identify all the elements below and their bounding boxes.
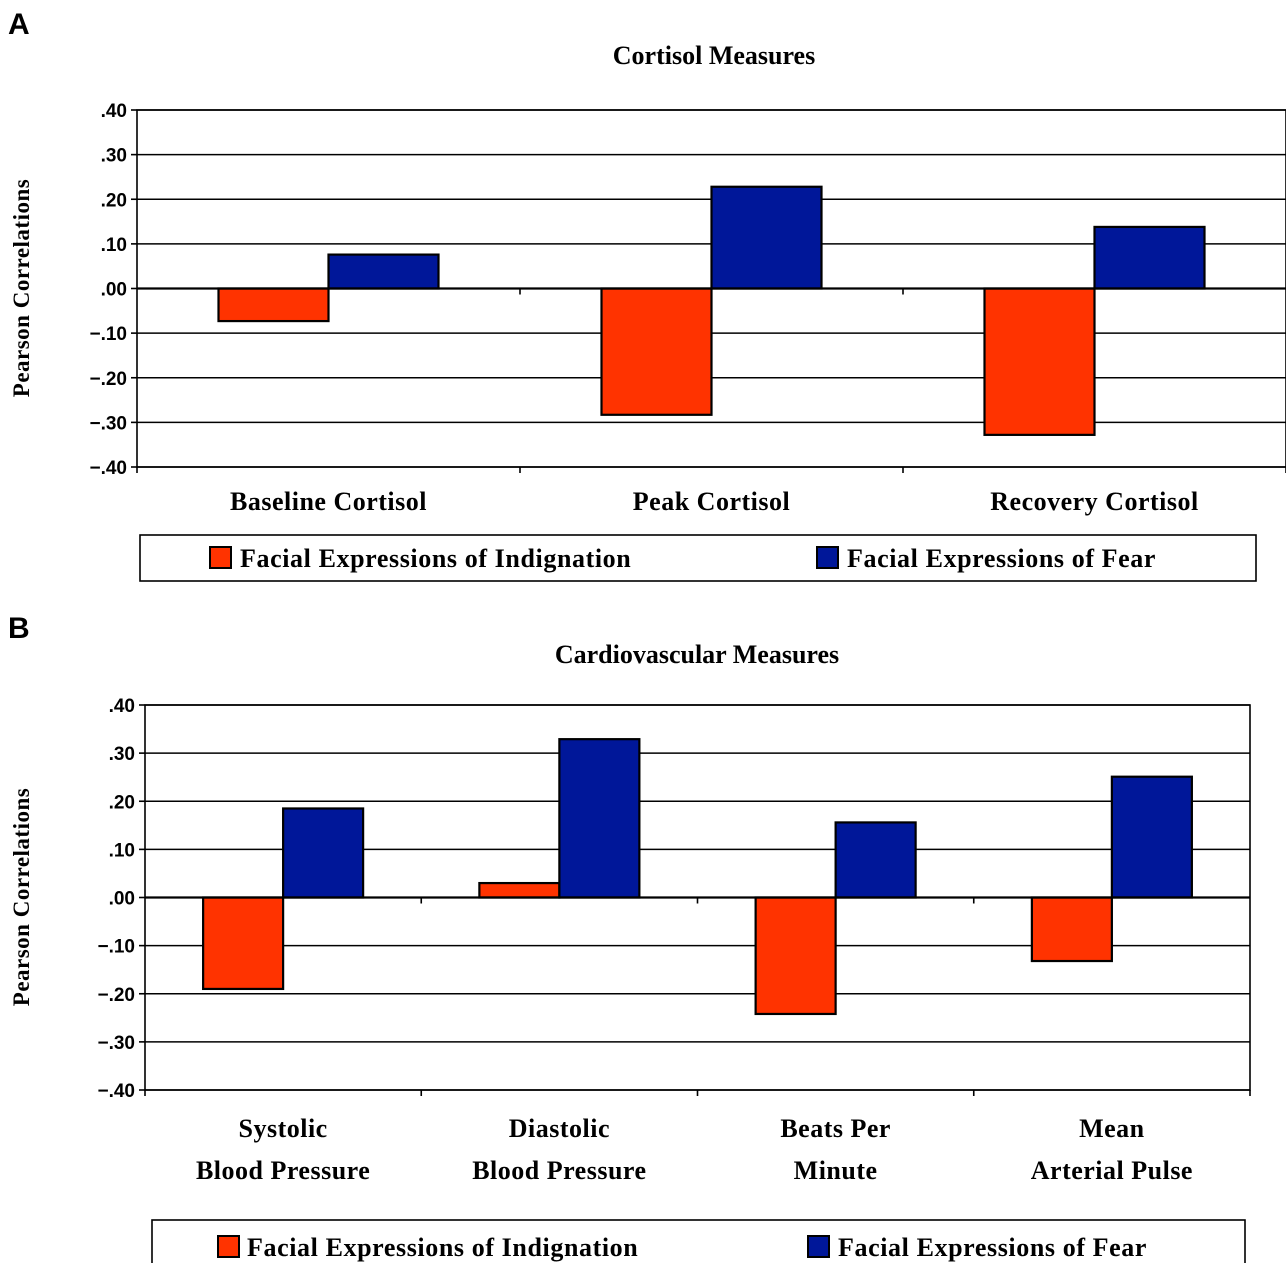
panel-letter-b: B xyxy=(8,612,30,645)
y-tick-label: .10 xyxy=(109,840,135,861)
y-tick-label: −.10 xyxy=(97,937,135,958)
y-tick-label: −.40 xyxy=(97,1081,135,1102)
bar-fear xyxy=(710,185,823,290)
legend-label: Facial Expressions of Indignation xyxy=(240,544,631,573)
legend-swatch xyxy=(209,546,232,569)
legend-box xyxy=(139,534,1257,582)
bar-fear xyxy=(1110,775,1193,899)
bar-indignation xyxy=(600,287,713,416)
legend: Facial Expressions of Indignation Facial … xyxy=(151,1219,1246,1263)
y-tick-label: .30 xyxy=(101,146,127,167)
y-tick-label: .40 xyxy=(101,101,127,122)
panel-b: B Cardiovascular Measures Pearson Correl… xyxy=(8,612,1251,1263)
bar-fear xyxy=(1093,225,1206,290)
y-tick-label: −.30 xyxy=(97,1033,135,1054)
y-tick-label: −.20 xyxy=(89,369,127,390)
y-tick-label: .30 xyxy=(109,744,135,765)
chart-title: Cardiovascular Measures xyxy=(555,640,839,669)
x-category-label: Peak Cortisol xyxy=(633,487,790,516)
y-tick-label: −.40 xyxy=(89,458,127,479)
bar-fear xyxy=(834,821,917,899)
panel-letter-a: A xyxy=(8,8,30,41)
bar-fear xyxy=(327,253,440,290)
bar-indignation xyxy=(202,896,285,991)
legend-swatch xyxy=(807,1235,830,1258)
bar-indignation xyxy=(217,287,330,323)
x-category-label: Mean Arterial Pulse xyxy=(1031,1114,1193,1185)
bar-indignation xyxy=(1030,896,1113,963)
panel-a: A Cortisol Measures Pearson Correlations… xyxy=(8,8,1286,582)
y-tick-label: .20 xyxy=(101,190,127,211)
y-tick-label: .10 xyxy=(101,235,127,256)
legend-label: Facial Expressions of Indignation xyxy=(247,1233,638,1262)
legend-label: Facial Expressions of Fear xyxy=(847,544,1156,573)
y-tick-label: −.20 xyxy=(97,985,135,1006)
y-axis-title: Pearson Correlations xyxy=(9,179,34,397)
legend-label: Facial Expressions of Fear xyxy=(838,1233,1147,1262)
bar-indignation xyxy=(983,287,1096,436)
x-category-label: Diastolic Blood Pressure xyxy=(472,1114,646,1185)
plot-area: .40 .30 .20 .10 .00 −.10 −.20 −.30 −.40 Baseline … xyxy=(89,101,1286,516)
y-tick-label: −.10 xyxy=(89,324,127,345)
plot-area: .40 .30 .20 .10 .00 −.10 −.20 −.30 −.40 Systolic B… xyxy=(97,696,1251,1185)
y-axis-title: Pearson Correlations xyxy=(9,788,34,1006)
legend: Facial Expressions of Indignation Facial … xyxy=(139,534,1257,582)
x-category-label: Recovery Cortisol xyxy=(990,487,1198,516)
y-tick-label: .00 xyxy=(109,889,135,910)
bar-fear xyxy=(558,738,641,899)
bar-fear xyxy=(282,807,365,899)
chart-title: Cortisol Measures xyxy=(613,41,815,70)
y-tick-label: .40 xyxy=(109,696,135,717)
x-category-label: Systolic Blood Pressure xyxy=(196,1114,370,1185)
legend-box xyxy=(151,1219,1246,1263)
bar-indignation xyxy=(754,896,837,1016)
bar-indignation xyxy=(478,881,561,899)
legend-swatch xyxy=(217,1235,240,1258)
y-tick-label: −.30 xyxy=(89,413,127,434)
y-tick-label: .20 xyxy=(109,792,135,813)
legend-swatch xyxy=(816,546,839,569)
x-category-label: Baseline Cortisol xyxy=(230,487,427,516)
y-tick-label: .00 xyxy=(101,280,127,301)
x-category-label: Beats Per Minute xyxy=(780,1114,891,1185)
